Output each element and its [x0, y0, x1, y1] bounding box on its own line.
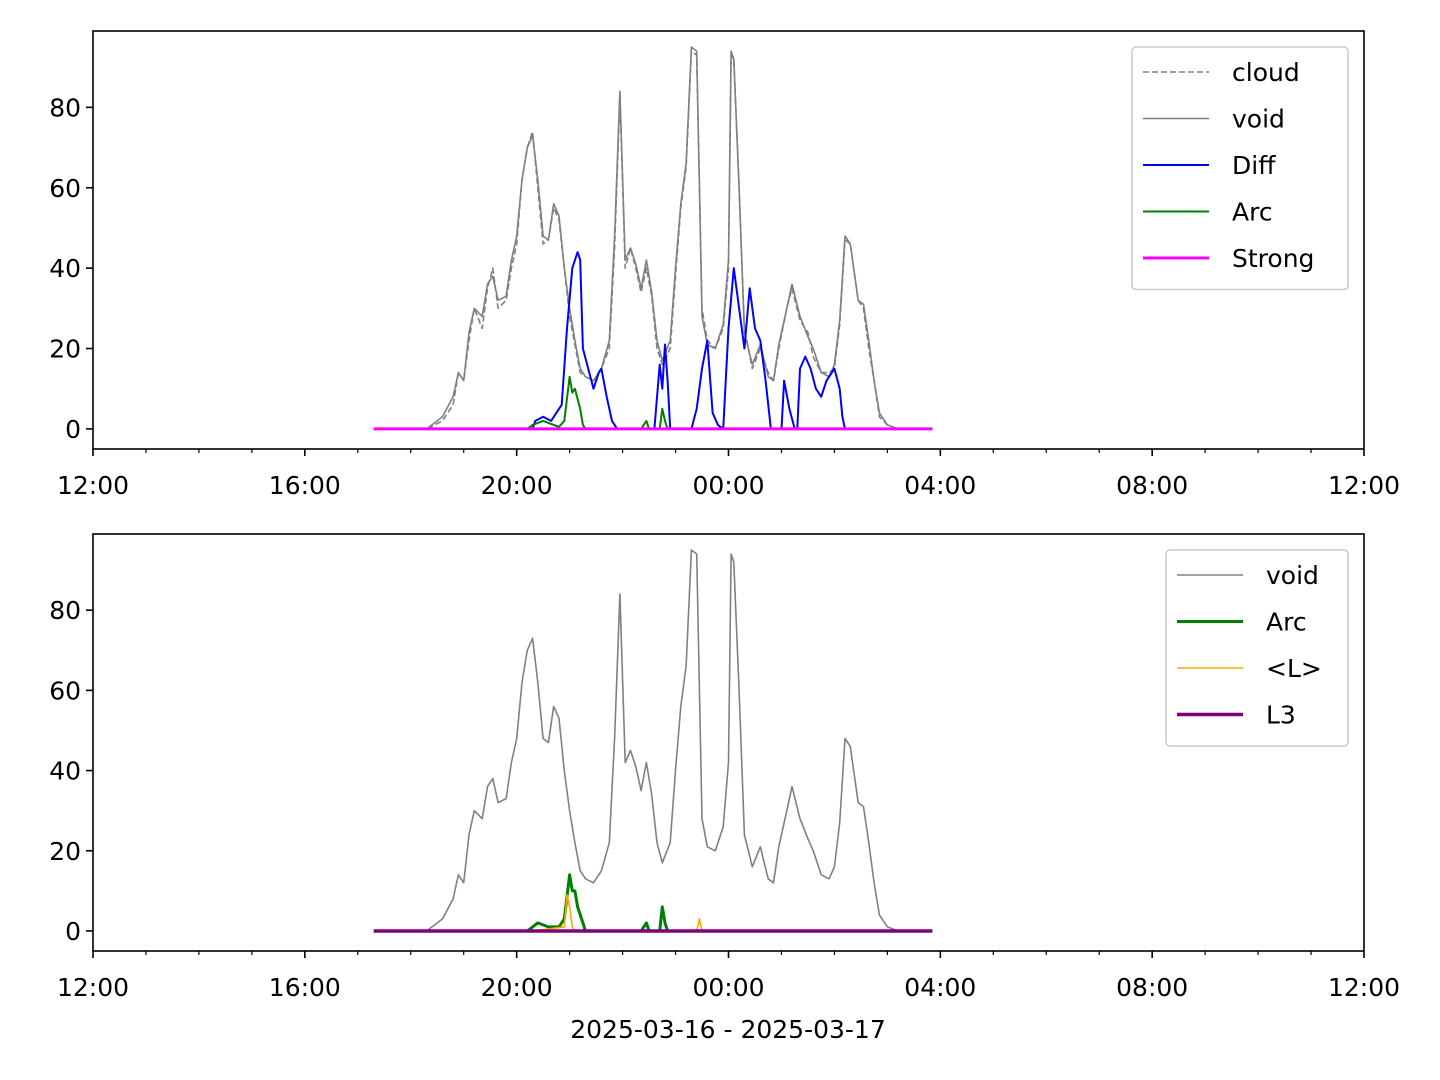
- y-tick-label: 60: [49, 174, 81, 203]
- x-tick-label: 12:00: [57, 471, 129, 500]
- legend-box: [1165, 549, 1349, 747]
- legend-label: void: [1232, 105, 1285, 134]
- x-tick-label: 00:00: [692, 471, 764, 500]
- x-tick-label: 08:00: [1116, 973, 1188, 1002]
- legend: cloud void Diff Arc Strong: [1131, 46, 1349, 291]
- y-tick-label: 0: [65, 917, 81, 946]
- x-tick-label: 00:00: [692, 973, 764, 1002]
- y-tick-label: 80: [49, 93, 81, 122]
- legend-box: [1131, 46, 1349, 291]
- legend-label: Diff: [1232, 151, 1276, 180]
- legend-label: Arc: [1266, 608, 1307, 637]
- series-group: [373, 46, 933, 431]
- bottom-panel: 0 20 40 60 80 12:00 16:00 20:00 00:00 04:00 08:00 1…: [49, 533, 1400, 1002]
- series-line-arc: [373, 873, 933, 933]
- y-tick-label: 0: [65, 415, 81, 444]
- legend-label: cloud: [1232, 58, 1300, 87]
- legend-label: <L>: [1266, 654, 1322, 683]
- series-line-diff: [373, 251, 933, 430]
- series-line-arc: [373, 375, 933, 430]
- x-tick-label: 16:00: [269, 973, 341, 1002]
- legend-label: L3: [1266, 701, 1296, 730]
- top-panel: 0 20 40 60 80 12:00 16:00 20:00 00:00 04:00 08:00 1…: [49, 30, 1400, 500]
- series-line-void: [373, 46, 933, 430]
- legend-label: void: [1266, 561, 1319, 590]
- series-group: [373, 549, 933, 933]
- series-line-void: [373, 549, 933, 932]
- x-tick-label: 20:00: [481, 973, 553, 1002]
- x-tick-label: 16:00: [269, 471, 341, 500]
- series-line-cloud: [373, 50, 933, 430]
- legend-label: Arc: [1232, 198, 1273, 227]
- y-tick-label: 20: [49, 837, 81, 866]
- x-tick-label: 12:00: [1328, 471, 1400, 500]
- legend: void Arc <L> L3: [1165, 549, 1349, 747]
- y-tick-label: 80: [49, 596, 81, 625]
- legend-label: Strong: [1232, 244, 1314, 273]
- x-axis-label: 2025-03-16 - 2025-03-17: [570, 1015, 886, 1044]
- x-tick-label: 12:00: [1328, 973, 1400, 1002]
- x-tick-label: 04:00: [904, 973, 976, 1002]
- x-tick-label: 08:00: [1116, 471, 1188, 500]
- y-tick-label: 40: [49, 757, 81, 786]
- y-tick-label: 60: [49, 676, 81, 705]
- y-tick-label: 40: [49, 254, 81, 283]
- series-line-l: [373, 894, 933, 932]
- y-tick-label: 20: [49, 335, 81, 364]
- x-tick-label: 12:00: [57, 973, 129, 1002]
- x-tick-label: 20:00: [481, 471, 553, 500]
- x-tick-label: 04:00: [904, 471, 976, 500]
